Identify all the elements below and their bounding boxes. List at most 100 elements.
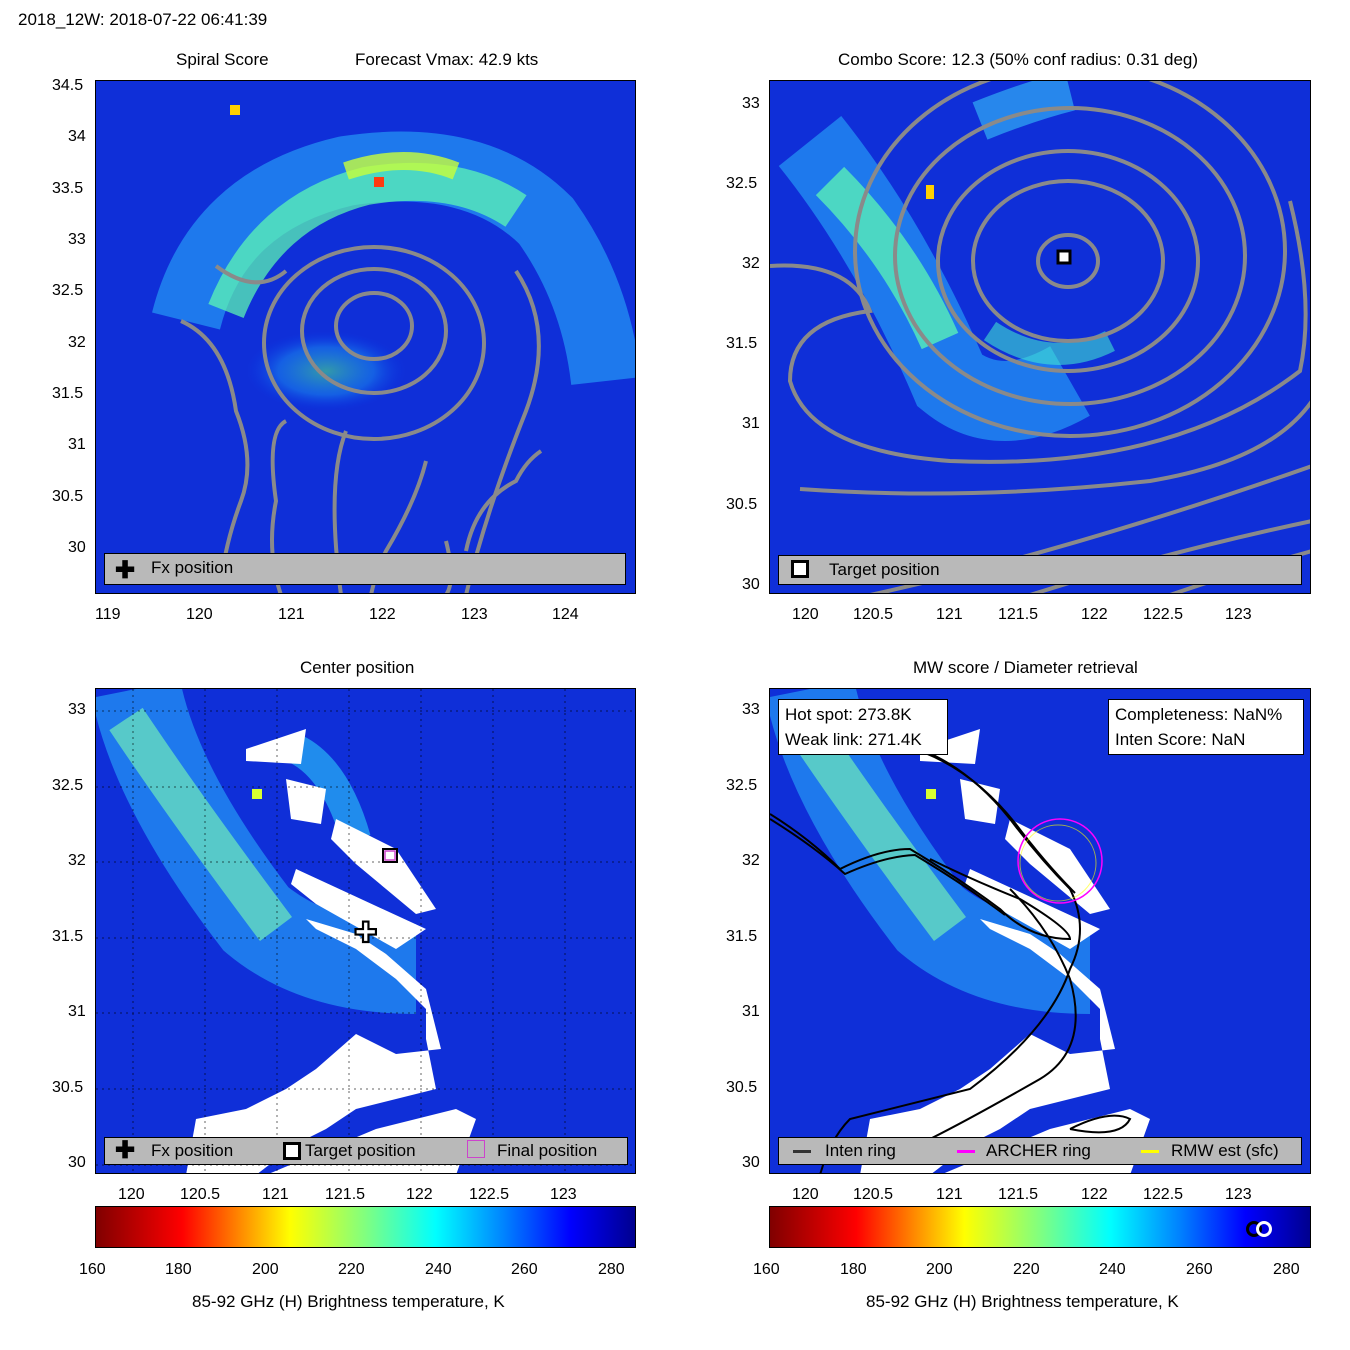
spiral-image [96,81,635,593]
combo-title: Combo Score: 12.3 (50% conf radius: 0.31… [838,50,1199,69]
y-tick: 30 [68,1154,86,1171]
x-tick: 119 [95,606,121,623]
inten-score-text: Inten Score: NaN [1115,730,1246,749]
spiral-legend: ✚ Fx position [104,553,626,585]
y-tick: 30.5 [52,1079,84,1096]
combo-image [770,81,1310,593]
x-tick: 122.5 [1143,1186,1184,1203]
x-tick: 120 [792,1186,819,1203]
y-tick: 30 [742,576,760,593]
x-tick: 123 [1225,1186,1252,1203]
plus-icon: ✚ [115,557,136,584]
hot-spot-text: Hot spot: 273.8K [785,705,912,724]
completeness-text: Completeness: NaN% [1115,705,1283,724]
y-tick: 31 [742,415,760,432]
combo-legend-target: Target position [829,560,940,579]
cbar-tick: 280 [1273,1261,1300,1278]
y-tick: 32.5 [726,777,758,794]
x-tick: 122.5 [1143,606,1184,623]
y-tick: 34 [68,128,86,145]
y-tick: 30.5 [52,488,84,505]
cbar-tick: 160 [79,1261,106,1278]
x-tick: 122 [406,1186,433,1203]
y-tick: 30 [742,1154,760,1171]
y-tick: 30.5 [726,496,758,513]
y-tick: 33 [742,95,760,112]
spiral-legend-fx: Fx position [151,558,234,577]
cbar-tick: 200 [926,1261,953,1278]
y-tick: 30.5 [726,1079,758,1096]
x-tick: 121.5 [998,606,1039,623]
plus-icon: ✚ [354,917,377,948]
y-tick: 34.5 [52,77,84,94]
x-tick: 123 [550,1186,577,1203]
line-icon [1141,1150,1159,1153]
y-tick: 33 [742,701,760,718]
center-legend-final: Final position [497,1141,598,1160]
colorbar-left [95,1206,636,1248]
y-tick: 33.5 [52,180,84,197]
y-tick: 31 [68,1003,86,1020]
cbar-tick: 220 [1013,1261,1040,1278]
x-tick: 120 [118,1186,145,1203]
colorbar-right-label: 85-92 GHz (H) Brightness temperature, K [866,1292,1179,1311]
spiral-plot: ✚ Fx position [95,80,636,594]
colorbar-right [769,1206,1311,1248]
mw-legend-inten: Inten ring [825,1141,896,1160]
square-outline-icon [467,1140,485,1158]
y-tick: 32.5 [52,777,84,794]
colorbar-left-label: 85-92 GHz (H) Brightness temperature, K [192,1292,505,1311]
y-tick: 33 [68,231,86,248]
cbar-tick: 180 [840,1261,867,1278]
combo-legend: Target position [778,555,1302,585]
mw-plot: Hot spot: 273.8K Weak link: 271.4K Compl… [769,688,1311,1174]
cbar-tick: 160 [753,1261,780,1278]
y-tick: 30 [68,539,86,556]
x-tick: 122 [1081,606,1108,623]
weak-link-text: Weak link: 271.4K [785,730,922,749]
center-title: Center position [300,658,415,677]
mw-completeness-box: Completeness: NaN% Inten Score: NaN [1108,699,1304,755]
mw-hotspot-box: Hot spot: 273.8K Weak link: 271.4K [778,699,948,755]
square-icon [791,560,809,578]
y-tick: 31.5 [52,928,84,945]
x-tick: 120.5 [853,606,894,623]
x-tick: 121 [262,1186,289,1203]
y-tick: 32 [742,255,760,272]
y-tick: 32 [742,852,760,869]
cbar-tick: 260 [511,1261,538,1278]
cbar-tick: 240 [1099,1261,1126,1278]
y-tick: 32 [68,334,86,351]
figure-title: 2018_12W: 2018-07-22 06:41:39 [18,10,268,29]
cbar-tick: 280 [598,1261,625,1278]
cbar-tick: 240 [425,1261,452,1278]
x-tick: 122 [369,606,396,623]
center-plot: ✚ ✚ Fx position Target position Final po… [95,688,636,1174]
x-tick: 120.5 [853,1186,894,1203]
mw-title: MW score / Diameter retrieval [913,658,1138,677]
x-tick: 123 [1225,606,1252,623]
cbar-tick: 220 [338,1261,365,1278]
y-tick: 31 [742,1003,760,1020]
square-icon [283,1142,301,1160]
x-tick: 120 [186,606,213,623]
x-tick: 122.5 [469,1186,510,1203]
y-tick: 31.5 [52,385,84,402]
y-tick: 31.5 [726,335,758,352]
mw-legend: Inten ring ARCHER ring RMW est (sfc) [778,1137,1302,1165]
cbar-tick: 200 [252,1261,279,1278]
y-tick: 31 [68,436,86,453]
y-tick: 33 [68,701,86,718]
spiral-vmax: Forecast Vmax: 42.9 kts [355,50,539,69]
line-icon [793,1150,811,1153]
plus-icon: ✚ [115,1137,136,1164]
ring-icon [1256,1221,1272,1237]
line-icon [957,1150,975,1153]
cbar-tick: 260 [1186,1261,1213,1278]
combo-plot: Target position [769,80,1311,594]
x-tick: 123 [461,606,488,623]
center-image: ✚ [96,689,635,1173]
y-tick: 32 [68,852,86,869]
x-tick: 121.5 [998,1186,1039,1203]
center-legend: ✚ Fx position Target position Final posi… [104,1137,628,1165]
